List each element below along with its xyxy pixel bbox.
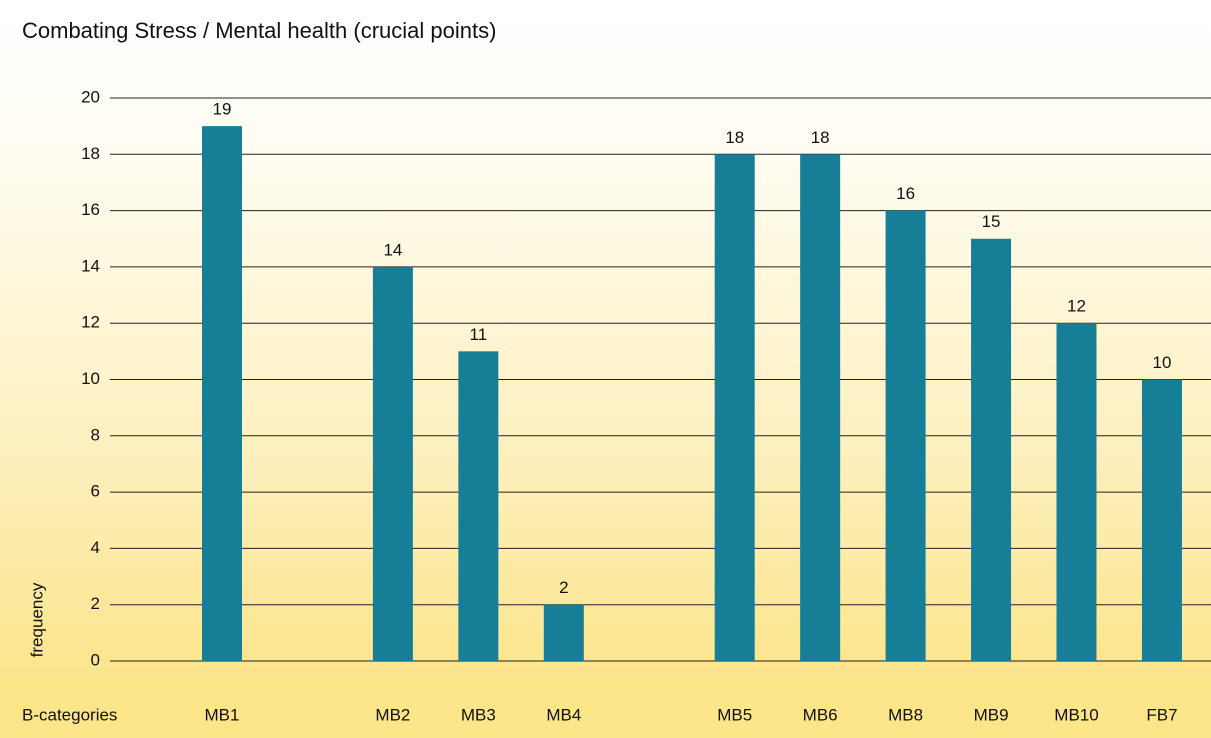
y-tick-label: 18 [81,144,100,163]
y-tick-label: 8 [91,425,100,444]
bar [971,238,1012,661]
value-label: 18 [811,128,830,147]
value-label: 15 [982,212,1001,231]
bar [1141,379,1182,661]
bar [800,154,841,662]
y-tick-label: 0 [91,650,100,669]
value-label: 11 [470,325,488,344]
bar [372,266,413,661]
y-tick-label: 20 [81,87,100,106]
x-tick-label: MB9 [974,705,1009,724]
y-tick-label: 14 [81,256,100,275]
y-tick-label: 2 [91,594,100,613]
bar [202,126,242,661]
x-tick-label: MB4 [546,705,581,724]
value-label: 18 [725,128,744,147]
bar [1056,323,1097,661]
x-tick-label: MB1 [205,705,240,724]
value-label: 2 [559,578,568,597]
x-tick-label: MB2 [375,705,410,724]
y-axis-label: frequency [27,582,46,657]
x-tick-label: MB8 [888,705,923,724]
x-tick-label: MB6 [803,705,838,724]
x-tick-label: MB5 [717,705,752,724]
x-tick-label: MB3 [461,705,496,724]
bar [543,604,584,661]
y-tick-label: 12 [81,313,100,332]
y-tick-label: 6 [91,482,100,501]
value-label: 12 [1067,297,1086,316]
value-label: 14 [383,240,402,259]
bar [714,154,755,662]
category-strip [0,680,1211,738]
chart-title: Combating Stress / Mental health (crucia… [22,18,496,43]
bar [885,210,926,661]
value-label: 10 [1152,353,1171,372]
value-label: 16 [896,184,915,203]
x-tick-label: FB7 [1146,705,1177,724]
bar [458,351,499,661]
y-tick-label: 10 [81,369,100,388]
x-tick-label: MB10 [1054,705,1098,724]
y-tick-label: 16 [81,200,100,219]
x-axis-label: B-categories [22,705,117,724]
value-label: 19 [213,100,232,119]
y-tick-label: 4 [91,538,100,557]
